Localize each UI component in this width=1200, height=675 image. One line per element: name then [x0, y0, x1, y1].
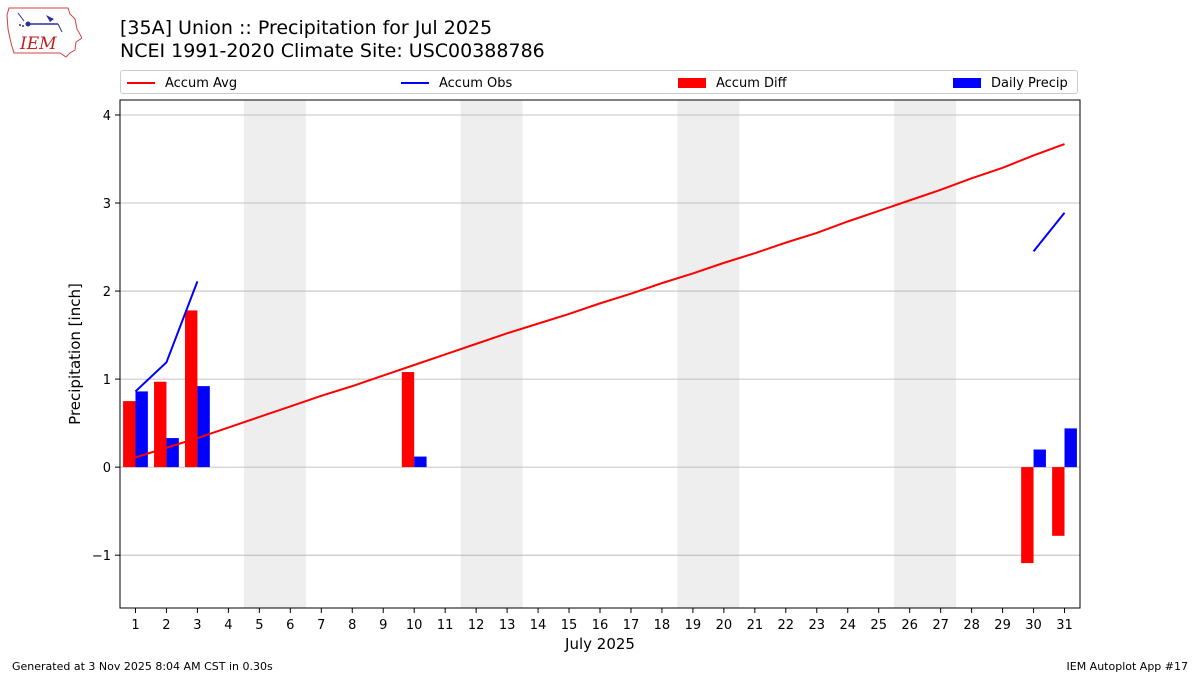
line-accum-obs [1032, 212, 1066, 253]
x-tick-label: 31 [1056, 618, 1073, 633]
bar-daily-precip [1064, 428, 1077, 468]
bar-daily-precip [414, 456, 427, 468]
footer-app-text: IEM Autoplot App #17 [1066, 660, 1189, 673]
y-tick-label: 1 [103, 373, 111, 388]
x-tick-label: 29 [994, 618, 1011, 633]
x-tick-label: 12 [468, 618, 485, 633]
bar-daily-precip [197, 386, 210, 468]
x-tick-label: 14 [530, 618, 547, 633]
iem-logo: IEM [6, 5, 83, 63]
x-tick-label: 28 [963, 618, 980, 633]
x-tick-label: 6 [286, 618, 294, 633]
bar-daily-precip [135, 391, 148, 468]
y-tick-label: 3 [103, 197, 111, 212]
chart-subtitle: NCEI 1991-2020 Climate Site: USC00388786 [120, 40, 545, 62]
x-tick-label: 16 [592, 618, 609, 633]
weekend-band-4 [894, 100, 957, 608]
y-tick-label: 4 [103, 109, 111, 124]
footer-generated-text: Generated at 3 Nov 2025 8:04 AM CST in 0… [12, 660, 273, 673]
x-tick-label: 20 [716, 618, 733, 633]
x-tick-label: 21 [747, 618, 764, 633]
legend-swatch-accum-avg [127, 82, 155, 84]
x-tick-label: 7 [317, 618, 325, 633]
chart-title: [35A] Union :: Precipitation for Jul 202… [120, 17, 493, 39]
legend-item-accum-diff: Accum Diff [678, 74, 787, 92]
y-tick-label: 0 [103, 461, 111, 476]
bar-accum-diff [1052, 467, 1065, 536]
x-tick-label: 11 [437, 618, 454, 633]
legend-swatch-accum-obs [401, 82, 429, 84]
weekend-band-3 [677, 100, 740, 608]
x-tick-label: 22 [778, 618, 795, 633]
legend-item-accum-avg: Accum Avg [127, 74, 237, 92]
x-axis-label: July 2025 [564, 635, 635, 653]
legend-label-accum-avg: Accum Avg [165, 75, 238, 91]
x-tick-label: 15 [561, 618, 578, 633]
x-tick-label: 25 [870, 618, 887, 633]
x-tick-label: 8 [348, 618, 356, 633]
bar-daily-precip [1033, 449, 1046, 468]
x-tick-label: 23 [809, 618, 826, 633]
lines [134, 143, 1066, 459]
weekend-band-2 [460, 100, 523, 608]
weekend-shading [243, 100, 957, 608]
line-accum-obs [134, 281, 199, 393]
x-tick-label: 13 [499, 618, 516, 633]
weekend-band-1 [243, 100, 306, 608]
legend-label-accum-diff: Accum Diff [716, 75, 787, 91]
x-tick-label: 27 [932, 618, 949, 633]
x-tick-label: 3 [193, 618, 201, 633]
legend-item-daily-precip: Daily Precip [953, 74, 1068, 92]
y-grid [120, 114, 1080, 556]
bar-accum-diff [401, 372, 415, 468]
y-tick-label: −1 [92, 549, 111, 564]
x-tick-label: 2 [162, 618, 170, 633]
x-tick-label: 10 [406, 618, 423, 633]
y-tick-label: 2 [103, 285, 111, 300]
logo-text: IEM [19, 34, 57, 54]
legend-swatch-daily-precip [953, 78, 981, 88]
legend-item-accum-obs: Accum Obs [401, 74, 512, 92]
bar-daily-precip [166, 438, 179, 468]
bar-accum-diff [185, 310, 198, 468]
legend: Accum Avg Accum Obs Accum Diff Daily Pre… [120, 70, 1078, 94]
x-tick-label: 4 [224, 618, 232, 633]
x-tick-label: 19 [685, 618, 702, 633]
line-accum-avg [135, 143, 1065, 459]
bars [123, 310, 1077, 564]
bar-accum-diff [154, 381, 167, 468]
x-tick-label: 18 [654, 618, 671, 633]
legend-label-daily-precip: Daily Precip [991, 75, 1068, 91]
x-tick-label: 30 [1025, 618, 1042, 633]
legend-swatch-accum-diff [678, 78, 706, 88]
bar-accum-diff [1021, 467, 1034, 564]
x-tick-label: 1 [131, 618, 139, 633]
x-tick-label: 17 [623, 618, 640, 633]
x-tick-label: 26 [901, 618, 918, 633]
bar-accum-diff [123, 401, 136, 468]
legend-label-accum-obs: Accum Obs [439, 75, 513, 91]
x-tick-label: 24 [839, 618, 856, 633]
x-tick-label: 5 [255, 618, 263, 633]
y-axis-label: Precipitation [inch] [66, 283, 84, 425]
x-tick-label: 9 [379, 618, 387, 633]
